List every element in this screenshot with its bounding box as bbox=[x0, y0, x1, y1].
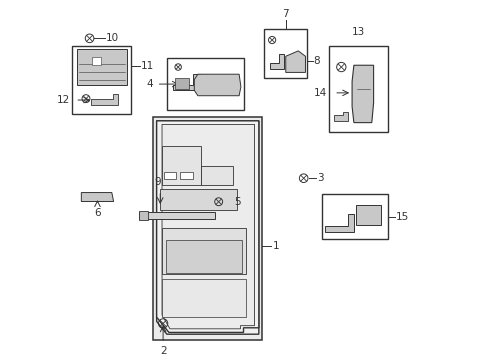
Text: 6: 6 bbox=[94, 208, 101, 218]
Bar bbox=[167, 58, 244, 110]
Polygon shape bbox=[194, 74, 241, 96]
Bar bbox=[264, 30, 306, 78]
Text: 4: 4 bbox=[146, 79, 153, 89]
Text: 11: 11 bbox=[141, 61, 154, 71]
Polygon shape bbox=[355, 205, 380, 225]
Bar bbox=[165, 240, 242, 273]
Bar bbox=[200, 166, 233, 185]
Bar bbox=[162, 147, 201, 185]
Polygon shape bbox=[351, 65, 373, 123]
Polygon shape bbox=[333, 112, 348, 121]
Text: 9: 9 bbox=[154, 177, 161, 187]
Text: 7: 7 bbox=[282, 9, 288, 19]
Text: 10: 10 bbox=[105, 33, 119, 43]
Bar bbox=[72, 45, 131, 114]
Bar bbox=[160, 189, 236, 211]
Polygon shape bbox=[285, 51, 305, 72]
Bar bbox=[139, 212, 215, 219]
Polygon shape bbox=[269, 54, 284, 69]
Bar bbox=[153, 117, 262, 339]
Bar bbox=[180, 172, 192, 180]
Polygon shape bbox=[156, 121, 258, 332]
Polygon shape bbox=[162, 125, 254, 329]
Text: 8: 8 bbox=[313, 56, 320, 66]
Bar bbox=[162, 279, 245, 317]
Polygon shape bbox=[172, 74, 199, 90]
Text: 12: 12 bbox=[57, 95, 70, 105]
Polygon shape bbox=[77, 49, 127, 85]
Polygon shape bbox=[325, 214, 353, 232]
Polygon shape bbox=[81, 193, 113, 202]
Text: 5: 5 bbox=[234, 197, 240, 207]
Polygon shape bbox=[91, 94, 118, 105]
Bar bbox=[321, 194, 387, 239]
Text: 2: 2 bbox=[160, 346, 166, 356]
Bar bbox=[163, 172, 176, 180]
Text: 13: 13 bbox=[351, 27, 364, 37]
Bar bbox=[174, 78, 188, 89]
Polygon shape bbox=[156, 121, 258, 334]
Bar bbox=[92, 58, 101, 64]
Bar bbox=[162, 228, 245, 274]
Text: 3: 3 bbox=[317, 173, 323, 183]
Text: 1: 1 bbox=[272, 241, 279, 251]
Bar bbox=[139, 211, 147, 220]
Text: 15: 15 bbox=[395, 212, 408, 222]
Text: 14: 14 bbox=[313, 88, 326, 98]
Bar bbox=[328, 45, 387, 132]
